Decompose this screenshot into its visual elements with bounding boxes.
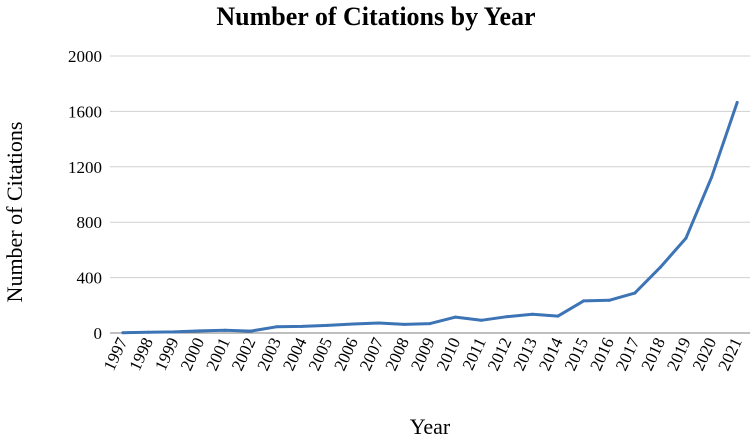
- data-point: [377, 321, 381, 325]
- y-tick-label: 2000: [68, 47, 102, 66]
- data-point: [172, 330, 176, 334]
- data-point: [530, 312, 534, 316]
- x-tick-label: 2012: [484, 335, 516, 374]
- data-point: [454, 315, 458, 319]
- data-point: [607, 298, 611, 302]
- data-point: [556, 314, 560, 318]
- x-axis-ticks: 1997199819992000200120022003200420052006…: [100, 334, 746, 373]
- data-point: [121, 331, 125, 335]
- gridlines: [110, 55, 750, 279]
- data-point: [326, 323, 330, 327]
- x-tick-label: 2002: [228, 335, 260, 374]
- data-point: [274, 325, 278, 329]
- x-tick-label: 2007: [356, 334, 388, 373]
- x-tick-label: 2004: [279, 334, 311, 373]
- x-tick-label: 2013: [509, 335, 541, 374]
- data-point: [505, 315, 509, 319]
- y-axis-title: Number of Citations: [2, 122, 27, 303]
- x-tick-label: 2005: [305, 335, 337, 374]
- x-tick-label: 1998: [125, 335, 157, 374]
- x-tick-label: 2000: [177, 335, 209, 374]
- y-tick-label: 400: [77, 269, 103, 288]
- x-tick-label: 2019: [663, 335, 695, 374]
- data-point: [684, 236, 688, 240]
- x-tick-label: 2008: [381, 335, 413, 374]
- x-tick-label: 1999: [151, 335, 183, 374]
- y-tick-label: 0: [94, 324, 103, 343]
- data-point: [402, 322, 406, 326]
- data-point: [198, 329, 202, 333]
- x-axis-title: Year: [410, 414, 451, 439]
- x-tick-label: 2018: [637, 335, 669, 374]
- x-tick-label: 2016: [586, 335, 618, 374]
- data-point: [428, 322, 432, 326]
- y-tick-label: 1200: [68, 158, 102, 177]
- series-line: [122, 101, 739, 335]
- data-point: [300, 324, 304, 328]
- x-tick-label: 2009: [407, 335, 439, 374]
- x-tick-label: 2003: [253, 335, 285, 374]
- x-tick-label: 2021: [714, 335, 746, 374]
- x-tick-label: 2020: [689, 335, 721, 374]
- data-point: [633, 291, 637, 295]
- x-tick-label: 2015: [561, 335, 593, 374]
- y-axis-ticks: 0 400 800 1200 1600 2000: [68, 47, 102, 343]
- y-tick-label: 1600: [68, 102, 102, 121]
- data-point: [351, 322, 355, 326]
- data-point: [249, 329, 253, 333]
- x-tick-label: 2014: [535, 334, 567, 373]
- x-tick-label: 1997: [100, 334, 132, 373]
- x-tick-label: 2001: [202, 335, 234, 374]
- data-point: [479, 318, 483, 322]
- x-tick-label: 2011: [459, 335, 490, 373]
- data-point: [658, 265, 662, 269]
- data-point: [710, 175, 714, 179]
- x-tick-label: 2017: [612, 334, 644, 373]
- chart-title: Number of Citations by Year: [216, 2, 535, 31]
- x-tick-label: 2006: [330, 335, 362, 374]
- data-point: [146, 330, 150, 334]
- data-point: [223, 328, 227, 332]
- data-points: [121, 100, 739, 335]
- y-tick-label: 800: [77, 213, 103, 232]
- data-point: [582, 299, 586, 303]
- data-point: [735, 100, 739, 104]
- x-tick-label: 2010: [433, 335, 465, 374]
